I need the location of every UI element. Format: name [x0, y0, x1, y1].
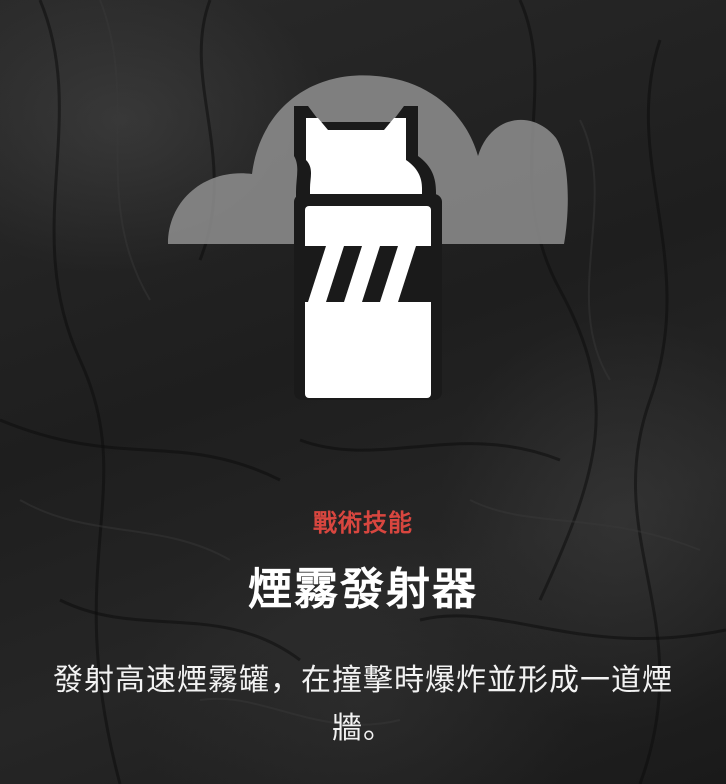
- smoke-launcher-icon: [168, 75, 568, 400]
- ability-title: 煙霧發射器: [248, 564, 478, 615]
- ability-category-label: 戰術技能: [313, 509, 413, 537]
- ability-description: 發射高速煙霧罐，在撞擊時爆炸並形成一道煙牆。: [53, 663, 673, 746]
